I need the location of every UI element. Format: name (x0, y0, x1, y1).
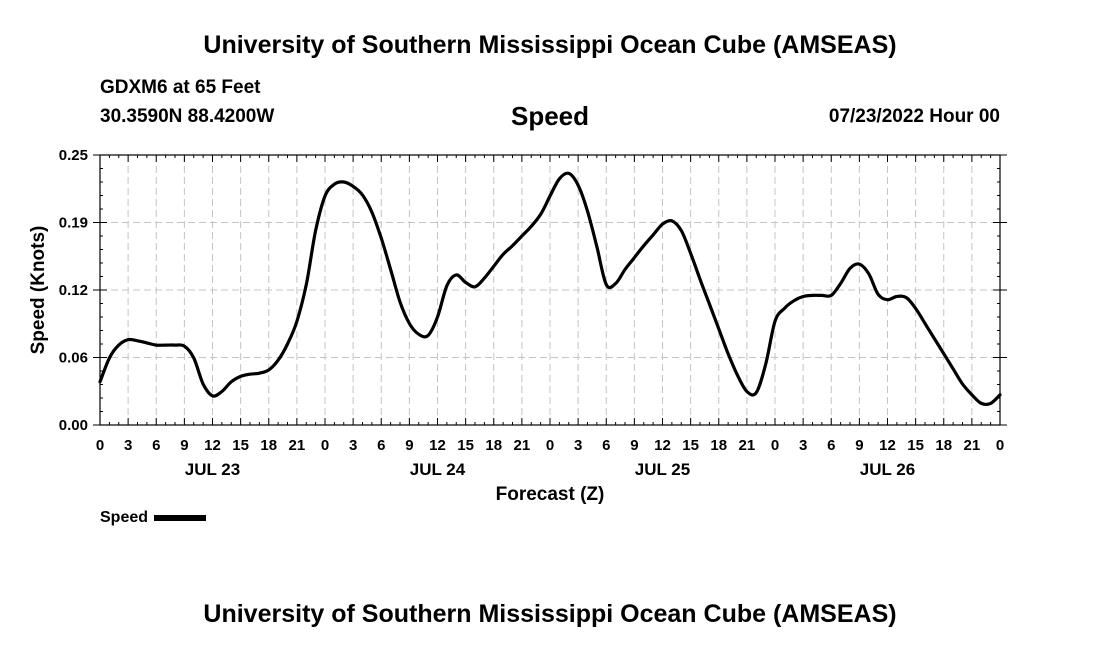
y-tick-label: 0.00 (59, 417, 88, 434)
chart-title: Speed (510, 101, 590, 131)
x-tick-label: 0 (321, 437, 329, 454)
x-tick-label: 9 (405, 437, 413, 454)
x-tick-label: 6 (152, 437, 160, 454)
x-tick-label: 3 (574, 437, 582, 454)
x-tick-label: 15 (457, 437, 474, 454)
x-tick-label: 21 (289, 437, 306, 454)
coordinates-label: 30.3590N 88.4200W (100, 106, 275, 127)
x-tick-label: 21 (514, 437, 531, 454)
y-axis-label: Speed (Knots) (28, 226, 49, 355)
y-tick-label: 0.12 (59, 282, 88, 299)
x-tick-label: 18 (260, 437, 277, 454)
day-label: JUL 23 (185, 460, 240, 479)
x-tick-label: 12 (429, 437, 446, 454)
day-label: JUL 24 (410, 460, 466, 479)
x-tick-label: 15 (232, 437, 249, 454)
x-tick-label: 0 (546, 437, 554, 454)
legend-label: Speed (100, 509, 149, 526)
x-tick-label: 0 (996, 437, 1004, 454)
x-tick-label: 18 (710, 437, 727, 454)
x-axis-label: Forecast (Z) (496, 484, 605, 505)
x-tick-label: 12 (204, 437, 221, 454)
page-title: University of Southern Mississippi Ocean… (203, 31, 897, 59)
series-line-speed (98, 171, 1002, 407)
x-tick-label: 0 (96, 437, 104, 454)
legend: Speed (100, 509, 207, 527)
x-tick-label: 6 (827, 437, 835, 454)
x-tick-label: 15 (682, 437, 699, 454)
x-tick-label: 21 (739, 437, 756, 454)
x-tick-label: 18 (485, 437, 502, 454)
day-label: JUL 26 (860, 460, 915, 479)
x-tick-label: 9 (630, 437, 638, 454)
x-tick-label: 6 (602, 437, 610, 454)
forecast-datetime: 07/23/2022 Hour 00 (828, 106, 1000, 127)
x-tick-label: 12 (879, 437, 896, 454)
x-tick-label: 9 (855, 437, 863, 454)
x-tick-label: 9 (180, 437, 188, 454)
x-tick-label: 18 (935, 437, 952, 454)
x-tick-label: 3 (349, 437, 357, 454)
x-tick-label: 6 (377, 437, 385, 454)
x-tick-label: 21 (964, 437, 981, 454)
tick-labels: 0 3 6 9 12 15 18 21 0 3 6 9 12 15 18 21 0 3 6 9 12 15 18 21 0 3 6 9… (59, 147, 1004, 479)
y-tick-label: 0.19 (59, 215, 88, 232)
station-label: GDXM6 at 65 Feet (100, 77, 261, 98)
x-tick-label: 15 (907, 437, 924, 454)
day-label: JUL 25 (635, 460, 690, 479)
legend-line-swatch (154, 515, 207, 521)
x-tick-label: 3 (124, 437, 132, 454)
y-tick-label: 0.25 (59, 147, 88, 164)
x-tick-label: 12 (654, 437, 671, 454)
x-tick-label: 0 (771, 437, 779, 454)
grid-lines (100, 155, 1000, 425)
plot-frame (99, 154, 1001, 426)
y-tick-label: 0.06 (59, 350, 88, 367)
x-tick-label: 3 (799, 437, 807, 454)
footer-title: University of Southern Mississippi Ocean… (203, 600, 897, 628)
